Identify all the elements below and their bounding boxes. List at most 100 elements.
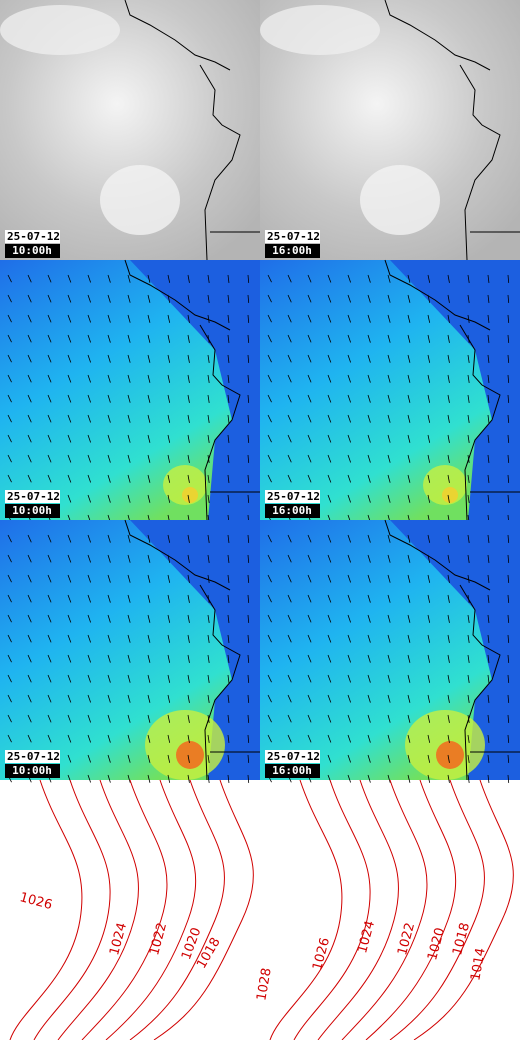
date-box [265,230,320,243]
wind-arrow [87,374,92,383]
wind-arrow [327,534,332,543]
wind-arrow [67,474,72,483]
wind-arrow [47,374,52,383]
wind-arrow [187,674,190,683]
wind-arrow [427,274,431,283]
wind-arrow [267,294,272,303]
wind-arrow [47,534,52,543]
wind-arrow [387,674,391,683]
wind-arrow [467,754,470,763]
wind-arrow [187,394,190,403]
time-box [265,764,320,778]
wind-arrow [167,634,171,643]
wind-arrow [487,474,490,483]
wind-arrow [407,594,411,603]
wind-arrow [507,614,510,624]
wind-arrow [107,454,111,463]
isobar-label: 1026 [18,890,54,913]
wind-arrow [127,674,131,683]
wind-arrow [207,274,210,283]
wind-arrow [107,734,111,743]
wind-arrow [467,614,470,623]
coastline [124,519,260,781]
wind-arrow [267,454,272,463]
wind-arrow [387,334,391,343]
wind-arrow [307,714,312,723]
wind-arrow [307,474,312,483]
isobar [317,779,399,1040]
wind-arrow [327,654,332,663]
wind-arrow [367,694,371,703]
wind-arrow [147,554,151,563]
wind-arrow [147,354,151,363]
wind-arrow [167,734,171,743]
wind-arrow [327,734,332,743]
wind-arrow [287,694,292,703]
wind-arrow [247,354,250,364]
wind-arrow [27,634,32,643]
wind-arrow [67,354,72,363]
wind-arrow [107,674,111,683]
wind-arrow [427,314,431,323]
wind-arrow [307,454,312,463]
wind-arrow [227,434,230,443]
wind-arrow [267,634,272,643]
wind-arrow [7,354,12,363]
wind-arrow [167,494,171,503]
wind-arrow [127,634,131,643]
isobar [105,779,197,1040]
wind-arrow [287,454,292,463]
wind-arrow [227,374,230,383]
wind-arrow [7,614,12,623]
wind-arrow [467,494,470,503]
wind-arrow [87,274,92,283]
wind-arrow [407,314,411,323]
wind-arrow [367,494,371,503]
wind-arrow [327,474,332,483]
wind-arrow [507,554,510,564]
wind-arrow [307,354,312,363]
wind-arrow [407,414,411,423]
wind-arrow [227,494,230,503]
wind-arrow [147,634,151,643]
wind-arrow [287,614,292,623]
wind-arrow [67,334,72,343]
map-panel [269,779,514,1040]
wind-arrow [347,634,352,643]
wind-arrow [27,374,32,383]
wind-arrow [327,394,332,403]
wind-arrow [207,374,210,383]
wind-arrow [67,394,72,403]
wind-arrow [67,714,72,723]
wind-arrow [467,554,470,563]
wind-arrow [407,454,411,463]
wind-arrow [367,474,371,483]
wind-arrow [107,354,111,363]
wind-arrow [347,654,352,663]
wind-arrow [407,754,411,763]
wind-arrow [347,474,352,483]
wind-arrow [327,594,332,603]
cloud [100,165,180,235]
wind-arrow [207,294,210,303]
wind-arrow [127,454,131,463]
wind-arrow [227,694,230,703]
wind-arrow [307,534,312,543]
date-label: 25-07-12 [7,750,60,763]
wind-arrow [7,674,12,683]
cloud [360,165,440,235]
wind-arrow [47,694,52,703]
wind-arrow [7,594,12,603]
wind-arrow [127,294,131,303]
wind-arrow [187,494,190,503]
wind-arrow [327,454,332,463]
wind-arrow [7,634,12,643]
wind-arrow [387,294,391,303]
wind-arrow [267,614,272,623]
isobar-label: 1022 [395,921,418,957]
wind-arrow [167,314,171,323]
wind-arrow [507,534,510,544]
wind-arrow [487,634,490,643]
wind-arrow [127,354,131,363]
